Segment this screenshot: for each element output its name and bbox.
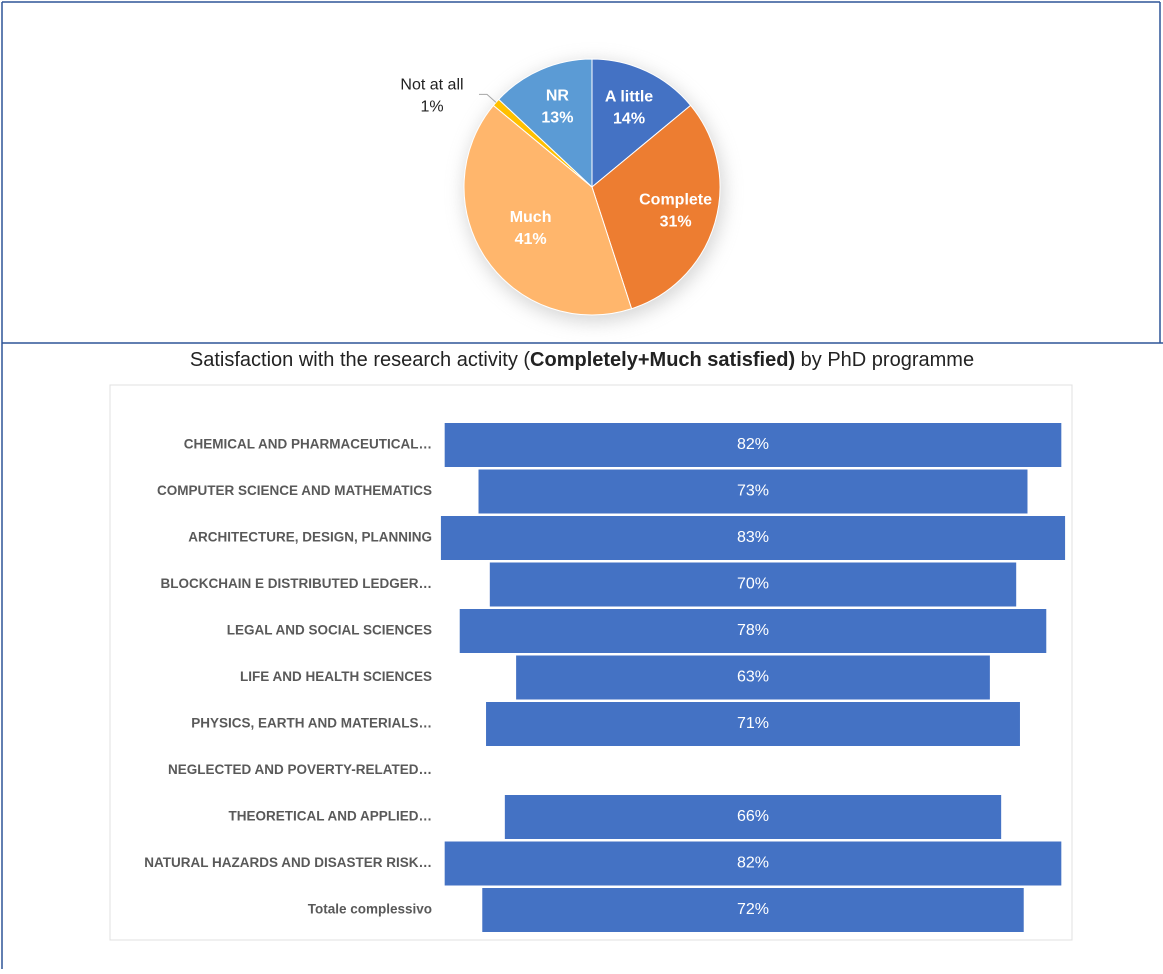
pie-slice <box>591 104 721 310</box>
leader-line <box>478 93 497 103</box>
pie-chart: A little 14% Complete 31% Much 41% Not at all 1… <box>400 58 721 316</box>
bar-value-label: 72% <box>737 901 769 918</box>
title-part: Completely+Much satisfied) <box>530 349 795 371</box>
title-part: by PhD programme <box>795 349 974 371</box>
bar <box>444 841 1062 886</box>
slice-value-label: 13% <box>541 109 573 126</box>
slice-label: A little <box>605 88 653 105</box>
bar-value-label: 83% <box>737 529 769 546</box>
category-label: LIFE AND HEALTH SCIENCES <box>240 669 432 684</box>
bar-value-label: 70% <box>737 576 769 593</box>
slice-value-label: 41% <box>515 231 547 248</box>
slice-value-label: 31% <box>660 214 692 231</box>
pie-slice <box>497 58 593 189</box>
category-label: NEGLECTED AND POVERTY-RELATED… <box>168 762 432 777</box>
title-part: Satisfaction with the research activity … <box>190 349 530 371</box>
category-label: NATURAL HAZARDS AND DISASTER RISK… <box>144 855 432 870</box>
chart-frame <box>109 384 1073 941</box>
category-label: CHEMICAL AND PHARMACEUTICAL… <box>184 437 432 452</box>
bar <box>516 655 990 700</box>
category-label: THEORETICAL AND APPLIED… <box>228 809 432 824</box>
bar-value-label: 73% <box>737 483 769 500</box>
bar <box>489 562 1017 607</box>
slice-value-label: 14% <box>613 110 645 127</box>
bar-value-label: 78% <box>737 622 769 639</box>
category-label: COMPUTER SCIENCE AND MATHEMATICS <box>157 483 432 498</box>
funnel-chart: CHEMICAL AND PHARMACEUTICAL… 82% COMPUTER … <box>144 423 1066 932</box>
bar-value-label: 66% <box>737 808 769 825</box>
bar <box>486 702 1020 746</box>
bar-value-label: 82% <box>737 436 769 453</box>
category-label: ARCHITECTURE, DESIGN, PLANNING <box>188 530 432 545</box>
category-label: Totale complessivo <box>308 902 432 917</box>
slice-label: NR <box>546 87 570 104</box>
slice-value-label: 1% <box>420 99 443 116</box>
bar <box>482 888 1024 932</box>
category-label: PHYSICS, EARTH AND MATERIALS… <box>191 716 432 731</box>
bar-value-label: 71% <box>737 715 769 732</box>
bar <box>444 423 1062 467</box>
bar-value-label: 82% <box>737 855 769 872</box>
slice-label: Not at all <box>400 77 463 94</box>
bar-value-label: 63% <box>737 669 769 686</box>
category-label: LEGAL AND SOCIAL SCIENCES <box>227 623 432 638</box>
slice-label: Much <box>510 209 552 226</box>
category-label: BLOCKCHAIN E DISTRIBUTED LEDGER… <box>160 576 432 591</box>
slice-label: Complete <box>639 192 712 209</box>
bar <box>440 516 1066 560</box>
bar <box>459 609 1047 653</box>
pie-slice <box>463 104 633 316</box>
bar <box>504 795 1002 839</box>
chart-title: Satisfaction with the research activity … <box>190 349 974 371</box>
bar <box>478 469 1028 514</box>
pie-slice <box>591 58 692 189</box>
